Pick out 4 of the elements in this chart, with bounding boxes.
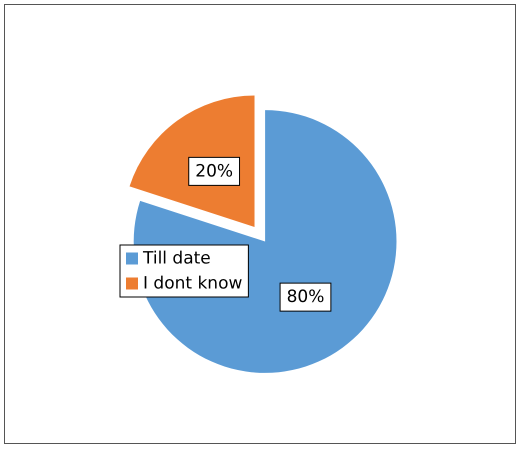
data-label: 80% <box>286 287 324 308</box>
legend-label: Till date <box>142 248 211 268</box>
data-label: 20% <box>195 161 234 182</box>
legend-label: I dont know <box>143 274 242 294</box>
